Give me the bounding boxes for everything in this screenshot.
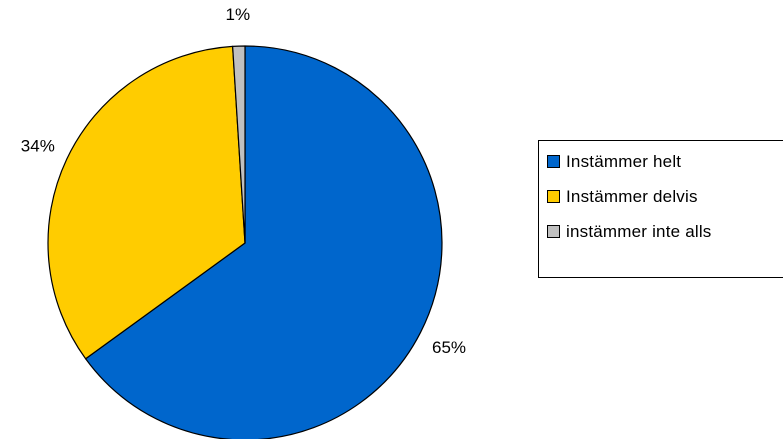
- pie-slice-instammer-inte-alls: [232, 45, 246, 244]
- legend-item-instammer-helt: Instämmer helt: [547, 147, 783, 176]
- legend-label-instammer-inte-alls: instämmer inte alls: [566, 221, 712, 241]
- legend: Instämmer helt Instämmer delvis instämme…: [538, 140, 783, 278]
- legend-label-instammer-helt: Instämmer helt: [566, 151, 682, 171]
- pie-slice-instammer-helt: [85, 45, 443, 439]
- pie-value-label-instammer-inte-alls: 1%: [226, 5, 251, 24]
- pie-slice-instammer-delvis: [47, 45, 246, 360]
- legend-swatch-instammer-helt: [547, 155, 560, 168]
- legend-item-instammer-inte-alls: instämmer inte alls: [547, 217, 783, 246]
- legend-swatch-instammer-inte-alls: [547, 225, 560, 238]
- legend-swatch-instammer-delvis: [547, 190, 560, 203]
- pie-value-labels: 65% 34% 1%: [21, 5, 466, 357]
- legend-item-instammer-delvis: Instämmer delvis: [547, 182, 783, 211]
- legend-label-instammer-delvis: Instämmer delvis: [566, 186, 698, 206]
- pie-value-label-instammer-helt: 65%: [432, 338, 466, 357]
- pie-slices: [47, 45, 443, 439]
- pie-value-label-instammer-delvis: 34%: [21, 137, 55, 156]
